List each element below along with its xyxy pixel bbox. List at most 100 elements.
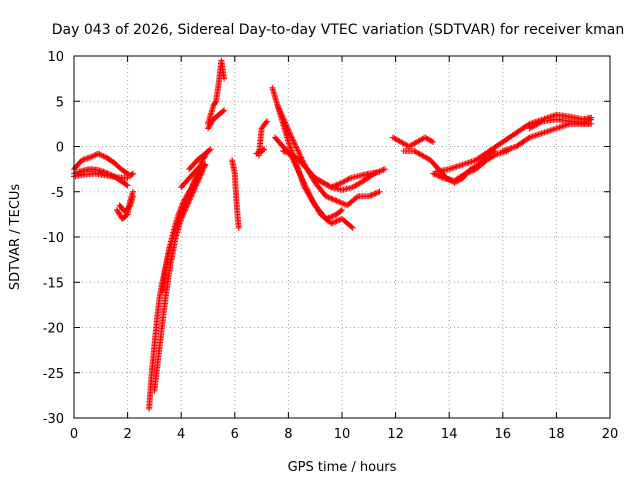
data-point — [279, 112, 285, 119]
data-point — [376, 188, 383, 195]
data-point — [373, 189, 380, 196]
data-point — [295, 168, 302, 175]
data-point — [293, 144, 300, 151]
series-arc-23 — [430, 148, 512, 184]
data-point — [274, 102, 281, 109]
data-point — [581, 119, 588, 126]
data-point — [367, 192, 374, 199]
data-point — [290, 137, 297, 144]
series-arc-26 — [526, 116, 595, 132]
data-point — [333, 182, 340, 188]
data-point — [186, 196, 193, 203]
data-point — [175, 211, 182, 218]
data-point — [526, 125, 533, 132]
data-point — [221, 75, 228, 82]
series-arc-20 — [312, 168, 383, 191]
data-point — [580, 120, 587, 126]
plot-frame — [73, 55, 611, 419]
data-point — [532, 122, 538, 129]
data-point — [585, 117, 592, 124]
data-point — [183, 203, 190, 210]
data-point — [291, 159, 298, 166]
data-point — [263, 119, 270, 126]
data-point — [331, 219, 337, 226]
data-point — [296, 151, 303, 158]
data-point — [337, 207, 344, 214]
data-point — [333, 197, 340, 204]
x-tick-label: 12 — [387, 427, 404, 442]
data-point — [340, 200, 347, 207]
data-point — [87, 154, 94, 161]
data-point — [279, 113, 286, 120]
x-tick-label: 18 — [548, 427, 565, 442]
data-point — [196, 171, 203, 178]
data-point — [306, 190, 313, 197]
x-tick-labels: 0 2 4 6 8 10 12 14 16 18 20 — [70, 427, 618, 442]
data-point — [294, 165, 301, 172]
data-point — [329, 183, 336, 190]
series-arc-10 — [186, 146, 214, 173]
data-point — [282, 119, 289, 126]
data-point — [95, 150, 102, 157]
series-arc-8 — [159, 170, 203, 295]
data-point — [255, 149, 262, 156]
data-point — [493, 151, 500, 158]
data-point — [326, 214, 333, 221]
data-point — [130, 193, 136, 200]
x-tick-label: 14 — [441, 427, 458, 442]
data-point — [221, 107, 228, 114]
data-point — [329, 219, 336, 226]
data-point — [470, 167, 477, 174]
data-point — [376, 168, 383, 175]
series-arc-12 — [205, 107, 228, 132]
data-point — [294, 166, 301, 173]
x-tick-label: 2 — [123, 427, 131, 442]
y-tick-label: -30 — [43, 412, 64, 427]
data-point — [295, 148, 302, 155]
data-point — [281, 118, 288, 125]
x-tick-label: 20 — [602, 427, 619, 442]
data-point — [302, 183, 309, 190]
y-tick-label: -15 — [43, 276, 64, 291]
series-arc-1 — [71, 150, 136, 179]
data-point — [254, 150, 261, 157]
x-tick-label: 8 — [284, 427, 292, 442]
data-point — [291, 140, 298, 147]
data-point — [99, 152, 106, 159]
data-point — [463, 170, 470, 177]
data-point — [178, 203, 185, 210]
data-point — [584, 118, 591, 125]
data-point — [304, 186, 311, 193]
data-point — [280, 115, 287, 122]
data-point — [328, 195, 335, 202]
data-point — [307, 193, 314, 200]
data-point — [185, 199, 192, 206]
data-point — [336, 198, 343, 205]
data-point — [282, 120, 289, 127]
y-tick-labels: -30 -25 -20 -15 -10 -5 0 5 10 — [43, 50, 64, 427]
data-point — [537, 119, 544, 126]
x-tick-label: 6 — [231, 427, 239, 442]
data-point — [91, 152, 98, 159]
data-point — [288, 133, 295, 140]
data-point — [283, 122, 290, 129]
y-tick-label: -10 — [43, 231, 64, 246]
x-tick-label: 4 — [177, 427, 185, 442]
x-tick-label: 16 — [495, 427, 512, 442]
data-point — [298, 173, 305, 180]
data-point — [299, 176, 306, 183]
data-point — [298, 175, 305, 182]
data-point — [206, 147, 213, 154]
data-point — [365, 193, 372, 200]
data-point — [345, 175, 352, 182]
data-point — [202, 161, 209, 168]
data-point — [289, 136, 296, 143]
data-point — [380, 166, 387, 173]
data-point — [430, 139, 437, 145]
data-point — [130, 170, 136, 177]
data-point — [353, 194, 360, 201]
data-point — [308, 195, 315, 201]
series-arc-7 — [151, 161, 209, 394]
series-arc-15 — [253, 146, 268, 157]
data-point — [337, 180, 344, 187]
